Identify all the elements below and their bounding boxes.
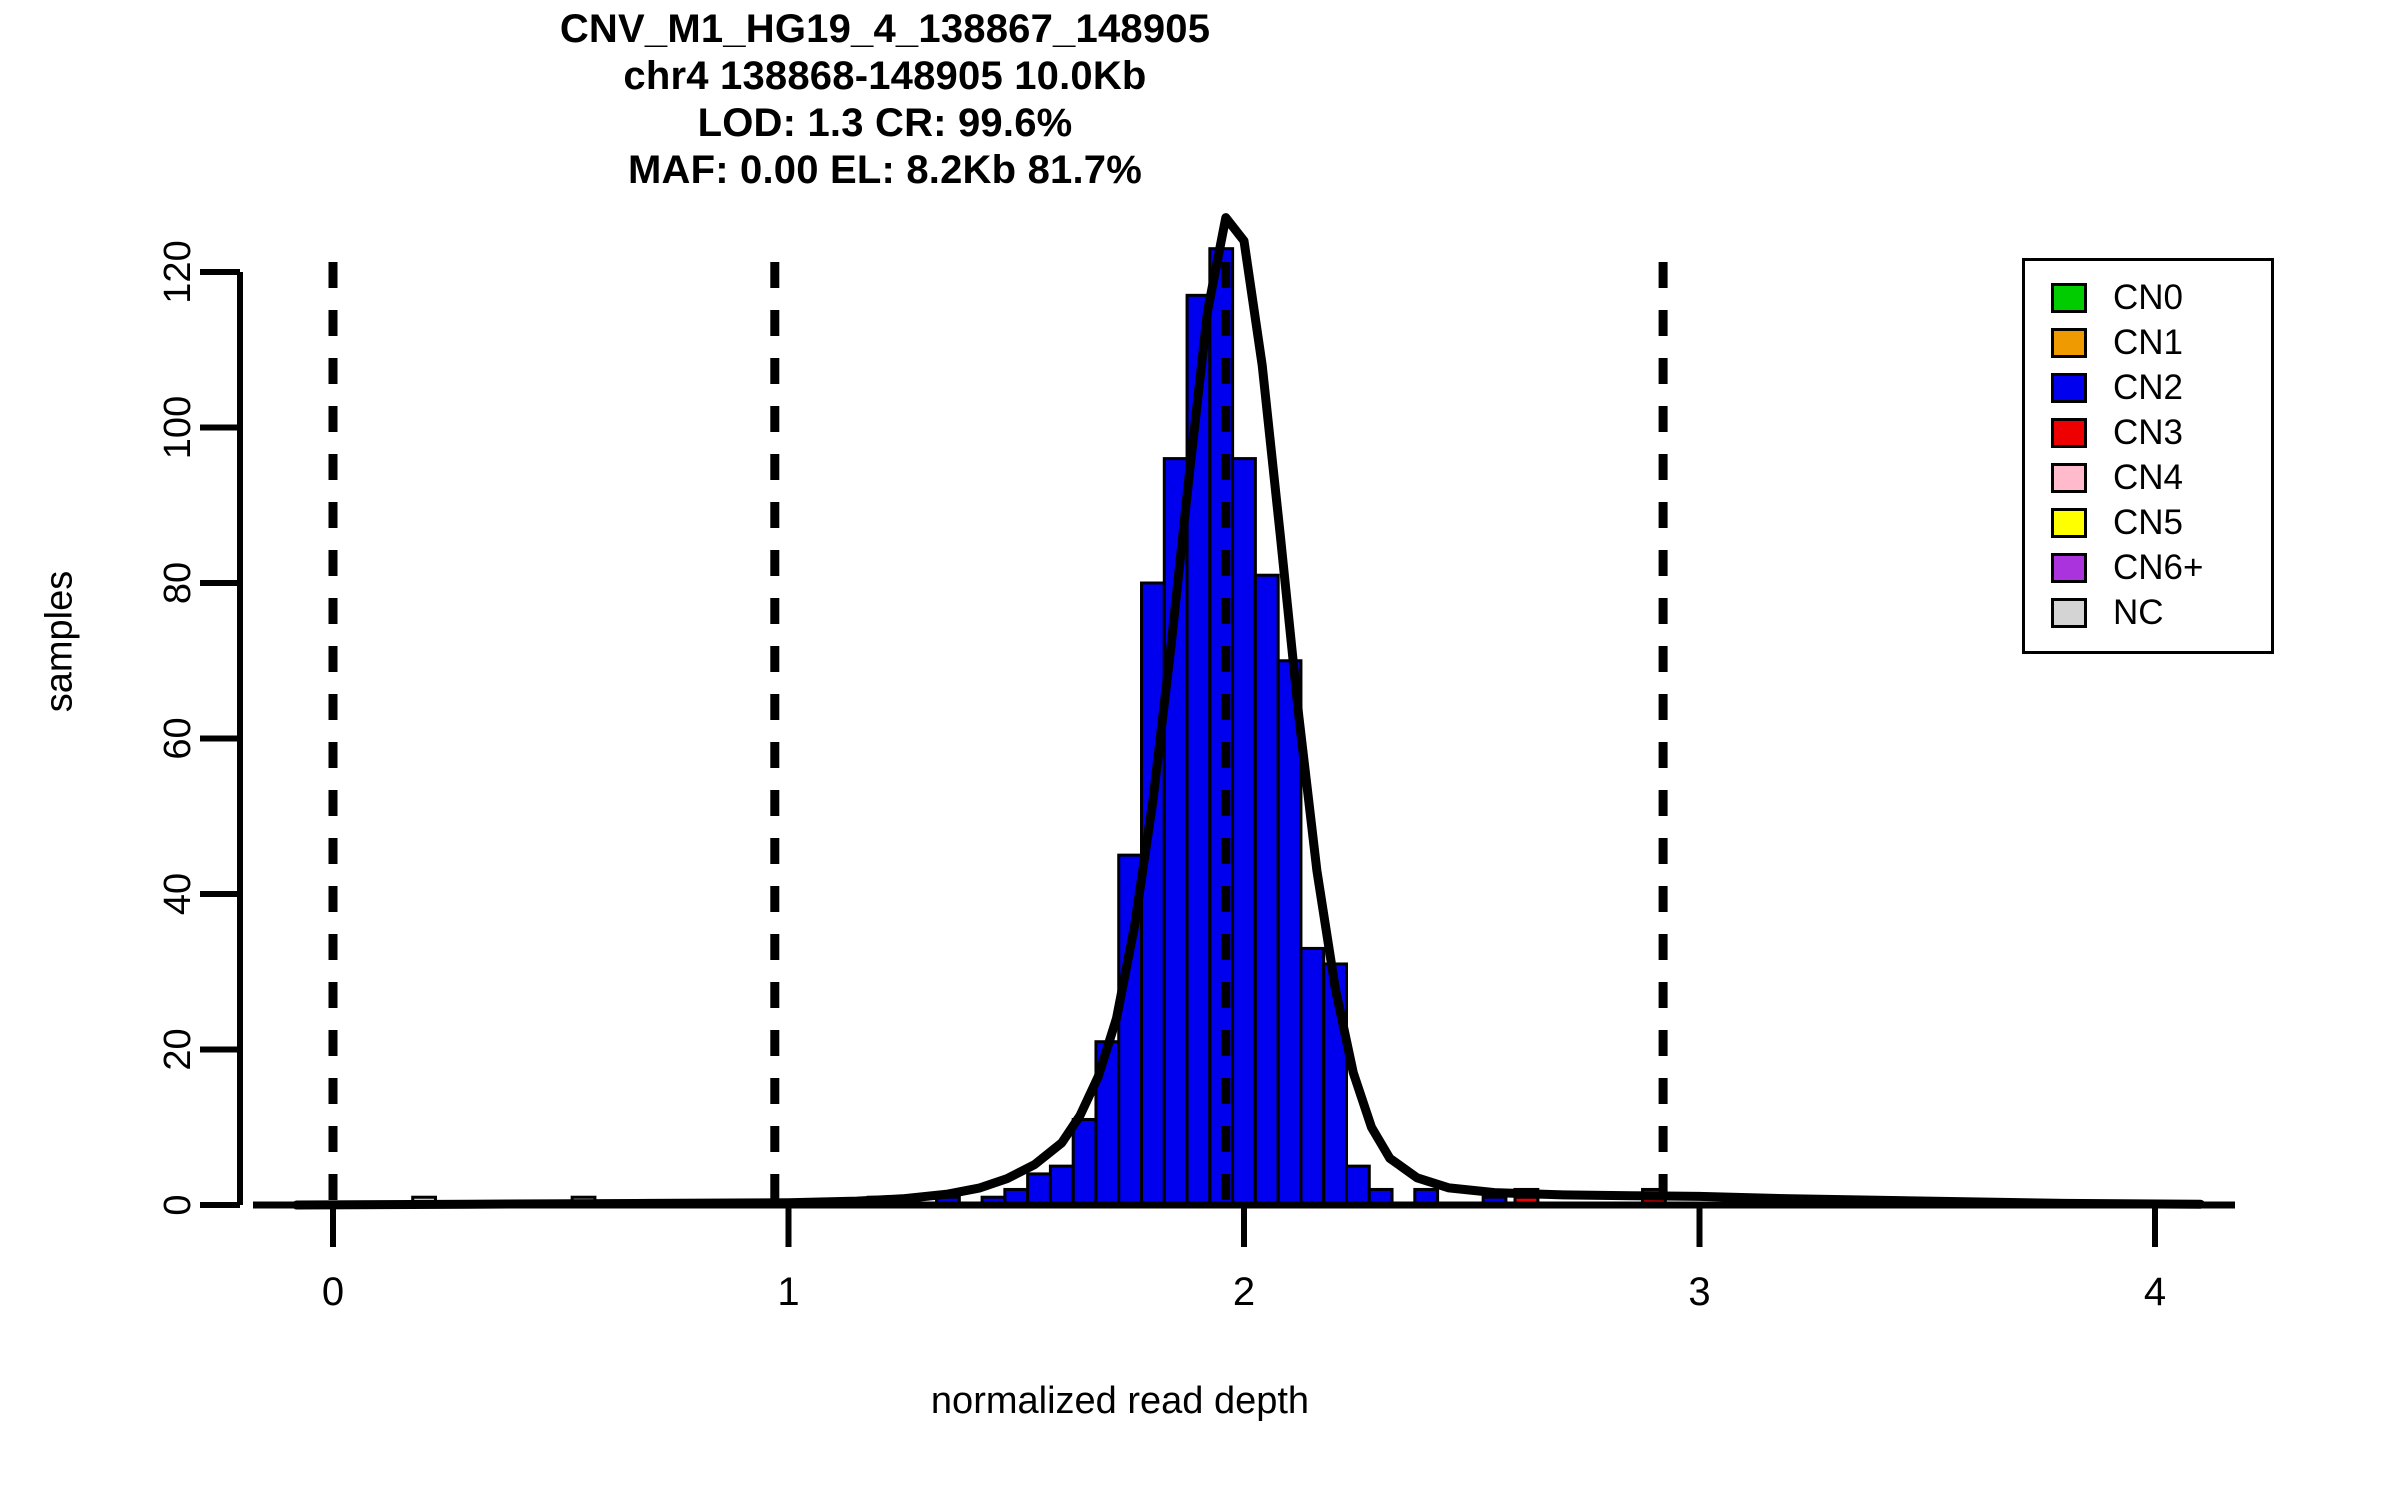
legend-item-cn5[interactable]: CN5 xyxy=(2025,500,2271,545)
histogram-bar xyxy=(1253,573,1280,1207)
legend-swatch-icon xyxy=(2051,282,2087,313)
legend-item-label: CN5 xyxy=(2113,503,2184,542)
title-line-3: LOD: 1.3 CR: 99.6% xyxy=(697,101,1073,145)
legend-swatch-icon xyxy=(2051,462,2087,493)
legend-swatch-icon xyxy=(2051,417,2087,448)
legend-item-cn3[interactable]: CN3 xyxy=(2025,410,2271,455)
legend-item-label: CN4 xyxy=(2113,458,2184,497)
x-axis-tick-label: 3 xyxy=(1688,1270,1710,1314)
legend-item-label: CN1 xyxy=(2113,323,2184,362)
legend-item-label: NC xyxy=(2113,593,2164,632)
legend-item-cn4[interactable]: CN4 xyxy=(2025,455,2271,500)
histogram-bar xyxy=(1208,247,1235,1207)
title-line-1: CNV_M1_HG19_4_138867_148905 xyxy=(559,7,1211,51)
y-axis-tick-label: 20 xyxy=(157,1028,199,1070)
legend-item-label: CN2 xyxy=(2113,368,2184,407)
legend-swatch-icon xyxy=(2051,507,2087,538)
histogram-bar xyxy=(1299,946,1326,1207)
title-line-4: MAF: 0.00 EL: 8.2Kb 81.7% xyxy=(627,148,1143,192)
density-curve xyxy=(292,213,2205,1210)
histogram-bar xyxy=(1048,1164,1075,1207)
legend-swatch-icon xyxy=(2051,552,2087,583)
legend-item-cn6plus[interactable]: CN6+ xyxy=(2025,545,2271,590)
legend-swatch-icon xyxy=(2051,597,2087,628)
x-axis-tick-label: 1 xyxy=(777,1270,799,1314)
x-axis-tick-label: 2 xyxy=(1233,1270,1255,1314)
histogram-bars xyxy=(411,247,1667,1207)
legend-swatch-icon xyxy=(2051,372,2087,403)
y-axis-tick-label: 100 xyxy=(157,396,199,459)
legend-item-nc[interactable]: NC xyxy=(2025,590,2271,635)
title-line-2: chr4 138868-148905 10.0Kb xyxy=(623,54,1147,98)
histogram-bar xyxy=(1140,581,1166,1207)
legend-item-cn2[interactable]: CN2 xyxy=(2025,365,2271,410)
legend-box: CN0 CN1 CN2 CN3 CN4 CN5 CN6+ NC xyxy=(2022,258,2274,654)
legend-item-cn0[interactable]: CN0 xyxy=(2025,275,2271,320)
legend-swatch-icon xyxy=(2051,327,2087,358)
expected-copy-number-lines xyxy=(328,262,1668,1205)
histogram-bar xyxy=(1344,1164,1371,1207)
figure-title: CNV_M1_HG19_4_138867_148905 chr4 138868-… xyxy=(0,6,1770,194)
legend-item-label: CN6+ xyxy=(2113,548,2204,587)
histogram-bar xyxy=(1071,1117,1098,1207)
x-axis-tick-label: 4 xyxy=(2144,1270,2166,1314)
y-axis-tick-label: 80 xyxy=(157,562,199,604)
x-axis-label: normalized read depth xyxy=(930,1380,1310,1422)
legend-item-label: CN3 xyxy=(2113,413,2184,452)
y-axis-tick-label: 120 xyxy=(157,240,199,303)
legend-item-cn1[interactable]: CN1 xyxy=(2025,320,2271,365)
histogram-bar xyxy=(1231,457,1257,1207)
y-axis-tick-label: 0 xyxy=(157,1194,199,1215)
y-axis-tick-label: 40 xyxy=(157,873,199,915)
legend-item-label: CN0 xyxy=(2113,278,2184,317)
x-axis-tick-label: 0 xyxy=(322,1270,344,1314)
y-axis-tick-label: 60 xyxy=(157,717,199,759)
histogram-bar xyxy=(1026,1172,1052,1207)
